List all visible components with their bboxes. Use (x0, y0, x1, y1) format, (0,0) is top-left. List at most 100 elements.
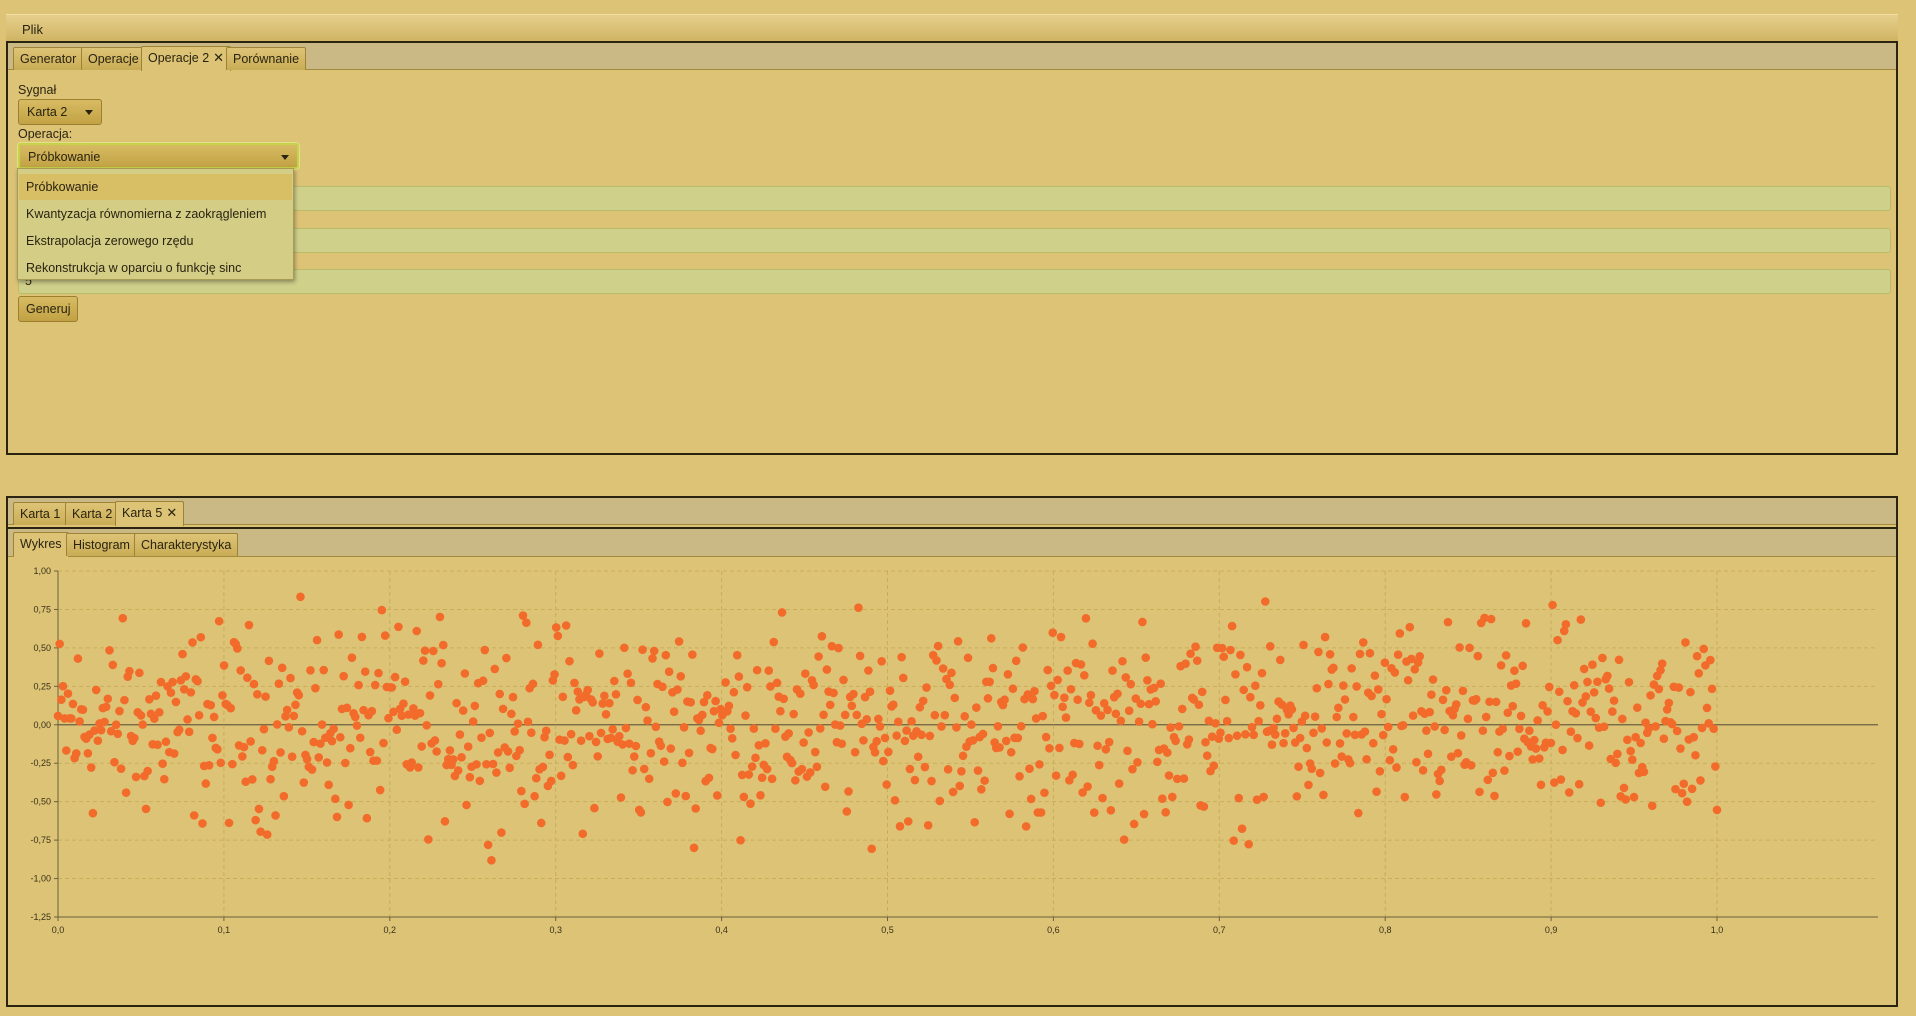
data-point (1171, 736, 1180, 746)
data-point (784, 729, 793, 738)
data-point (1035, 760, 1044, 769)
data-point (905, 764, 915, 774)
data-point (156, 677, 166, 687)
option-probkowanie[interactable]: Próbkowanie (19, 174, 292, 200)
data-point (1244, 839, 1253, 849)
data-point (100, 717, 109, 727)
data-point (1294, 762, 1303, 771)
data-point (1659, 734, 1669, 744)
data-point (1051, 771, 1061, 780)
param-field-2[interactable] (18, 228, 1891, 253)
data-point (860, 692, 870, 702)
data-point (933, 641, 943, 651)
y-tick-label: -0,75 (30, 835, 51, 845)
data-point (1525, 726, 1534, 736)
data-point (610, 676, 619, 686)
option-ekstrapolacja[interactable]: Ekstrapolacja zerowego rzędu (26, 234, 194, 248)
tab-charakterystyka[interactable]: Charakterystyka (134, 533, 239, 556)
data-point (1251, 681, 1260, 690)
data-point (492, 768, 501, 777)
data-point (1686, 687, 1695, 697)
data-point (1448, 710, 1458, 720)
data-point (1242, 662, 1252, 672)
data-point (797, 764, 807, 774)
tab-porownanie[interactable]: Porównanie (226, 47, 307, 70)
data-point (847, 701, 857, 711)
signal-combobox[interactable]: Karta 2 (18, 99, 102, 125)
data-point (616, 793, 626, 802)
tab-histogram[interactable]: Histogram (66, 533, 137, 556)
data-point (1385, 755, 1395, 765)
data-point (1252, 795, 1262, 804)
data-point (224, 818, 234, 828)
close-icon[interactable]: ✕ (166, 505, 178, 520)
data-point (639, 764, 649, 774)
data-point (272, 720, 282, 729)
data-point (316, 739, 325, 748)
close-icon[interactable]: ✕ (213, 50, 225, 65)
data-point (1031, 714, 1041, 723)
data-point (605, 698, 614, 708)
tab-generator[interactable]: Generator (13, 47, 84, 70)
data-point (1696, 776, 1705, 785)
data-point (530, 791, 539, 801)
data-point (1345, 758, 1355, 768)
data-point (1324, 679, 1333, 689)
param-field-3[interactable]: 5 (18, 269, 1891, 294)
data-point (724, 701, 734, 711)
menu-file[interactable]: Plik (22, 22, 43, 37)
data-point (943, 765, 953, 774)
param-field-1[interactable] (18, 186, 1891, 211)
data-point (777, 608, 787, 617)
data-point (404, 710, 413, 719)
operation-combobox[interactable]: Próbkowanie (18, 143, 299, 169)
data-point (721, 678, 730, 687)
tab-label: Porównanie (233, 52, 300, 66)
data-point (1488, 768, 1498, 778)
data-point (130, 733, 139, 743)
data-point (498, 704, 508, 714)
data-point (643, 716, 652, 725)
data-point (1184, 735, 1194, 744)
data-point (1211, 719, 1220, 728)
data-point (1483, 775, 1493, 785)
data-point (538, 762, 548, 772)
data-point (834, 643, 843, 653)
tab-karta-5[interactable]: Karta 5 ✕ (115, 501, 185, 526)
data-point (606, 733, 616, 743)
generate-button[interactable]: Generuj (18, 296, 79, 322)
tab-karta-1[interactable]: Karta 1 (13, 502, 68, 525)
data-point (948, 787, 958, 797)
tab-operacje[interactable]: Operacje (81, 47, 146, 70)
data-point (1375, 766, 1385, 776)
data-point (1172, 774, 1182, 784)
data-point (927, 776, 936, 786)
data-point (681, 791, 691, 801)
data-point (1133, 757, 1142, 767)
data-point (196, 632, 206, 642)
data-point (1628, 755, 1637, 764)
data-point (1692, 651, 1702, 661)
data-point (110, 757, 119, 767)
data-point (1591, 713, 1601, 723)
data-point (91, 685, 101, 695)
data-point (1139, 809, 1149, 819)
data-point (1048, 628, 1058, 637)
data-point (1289, 723, 1298, 733)
tab-wykres[interactable]: Wykres (13, 532, 69, 557)
data-point (1656, 665, 1665, 675)
data-point (686, 697, 696, 707)
data-point (219, 661, 229, 670)
option-kwantyzacja[interactable]: Kwantyzacja równomierna z zaokrągleniem (26, 207, 267, 221)
data-point (749, 724, 759, 733)
data-point (925, 731, 935, 741)
tab-karta-2[interactable]: Karta 2 (65, 502, 120, 525)
data-point (169, 749, 179, 758)
data-point (812, 762, 822, 772)
data-point (892, 731, 901, 740)
tab-operacje-2[interactable]: Operacje 2 ✕ (141, 46, 232, 71)
data-point (186, 688, 196, 697)
option-rekonstrukcja[interactable]: Rekonstrukcja w oparciu o funkcję sinc (26, 261, 242, 275)
data-point (570, 678, 579, 688)
data-point (1143, 675, 1152, 685)
